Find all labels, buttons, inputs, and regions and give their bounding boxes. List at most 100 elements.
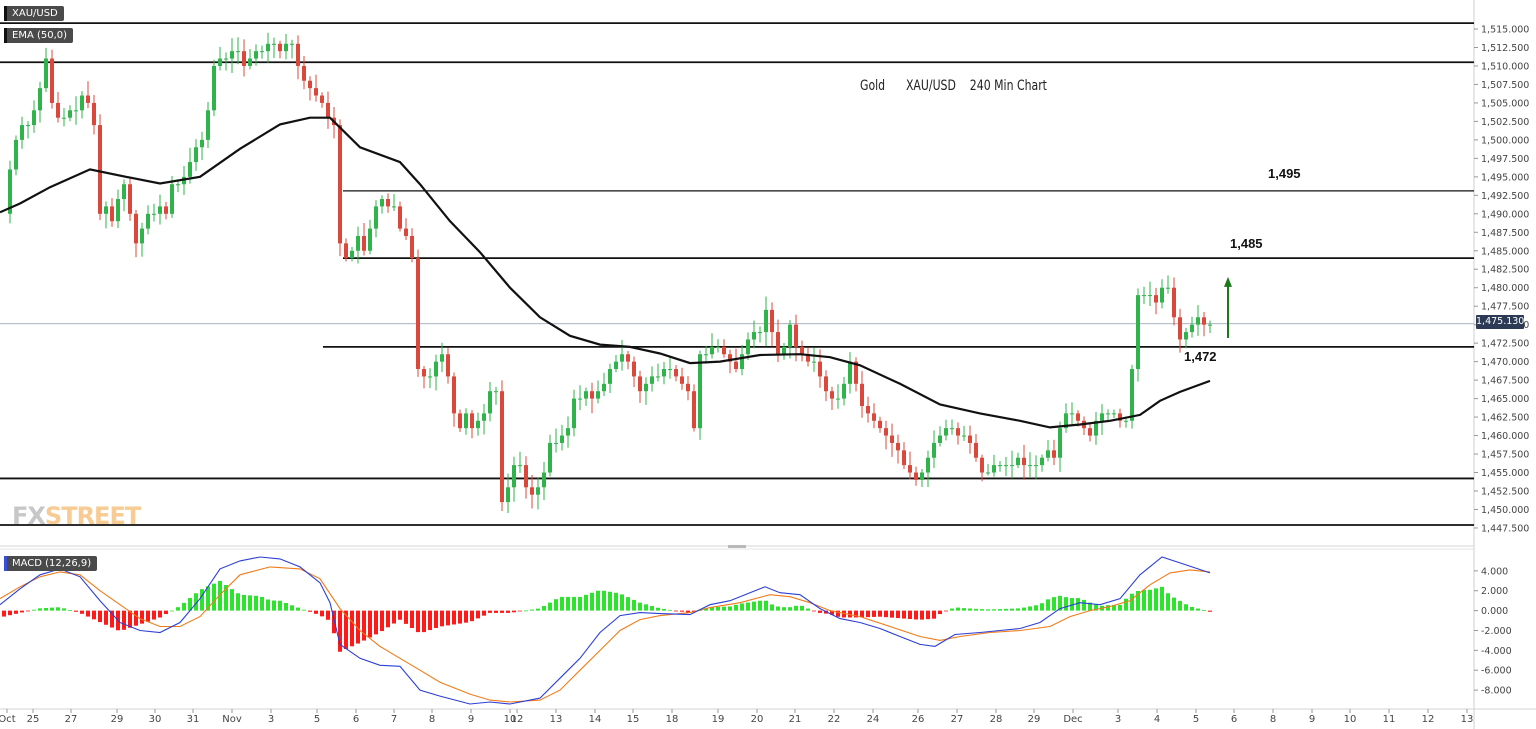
macd-histogram-bar bbox=[662, 608, 666, 611]
macd-histogram-bar bbox=[1004, 608, 1008, 611]
candle-body bbox=[620, 354, 624, 362]
candle-body bbox=[74, 110, 78, 112]
macd-histogram-bar bbox=[80, 610, 84, 614]
macd-histogram-bar bbox=[176, 607, 180, 611]
macd-histogram-bar bbox=[980, 609, 984, 611]
ema-indicator-tag[interactable]: EMA (50,0) bbox=[4, 28, 74, 43]
macd-histogram-bar bbox=[902, 610, 906, 619]
macd-histogram-bar bbox=[92, 610, 96, 620]
candle-body bbox=[176, 184, 180, 186]
candle-body bbox=[92, 102, 96, 126]
candle-body bbox=[248, 58, 252, 66]
candle-body bbox=[770, 309, 774, 333]
macd-histogram-bar bbox=[1184, 604, 1188, 611]
macd-histogram-bar bbox=[338, 610, 342, 652]
candle-body bbox=[884, 428, 888, 436]
date-tick-label: 25 bbox=[27, 714, 40, 725]
candle-body bbox=[542, 472, 546, 488]
macd-histogram-bar bbox=[446, 610, 450, 626]
macd-histogram-bar bbox=[776, 606, 780, 611]
candle-body bbox=[68, 110, 72, 118]
candle-body bbox=[236, 51, 240, 53]
level-label-1495: 1,495 bbox=[1268, 166, 1301, 181]
candle-body bbox=[680, 376, 684, 384]
candle-body bbox=[1046, 450, 1050, 458]
candle-body bbox=[170, 184, 174, 214]
candle-body bbox=[416, 258, 420, 370]
candle-body bbox=[200, 139, 204, 148]
macd-histogram-bar bbox=[170, 610, 174, 612]
date-tick-label: Nov bbox=[222, 714, 242, 725]
candle-body bbox=[482, 413, 486, 421]
panel-resize-handle bbox=[728, 545, 746, 548]
date-tick-label: 12 bbox=[511, 714, 524, 725]
date-tick-label: 30 bbox=[149, 714, 162, 725]
macd-histogram-bar bbox=[1088, 602, 1092, 611]
price-tick-label: 1,492.500 bbox=[1481, 191, 1529, 202]
macd-histogram-bar bbox=[614, 592, 618, 611]
price-tick-label: 1,495.000 bbox=[1481, 172, 1529, 183]
macd-histogram-bar bbox=[500, 610, 504, 613]
candle-body bbox=[1100, 413, 1104, 421]
macd-histogram-bar bbox=[254, 595, 258, 611]
candle-body bbox=[368, 228, 372, 251]
candle-body bbox=[314, 88, 318, 96]
price-tick-label: 1,467.500 bbox=[1481, 376, 1529, 387]
macd-histogram-bar bbox=[2, 610, 6, 617]
candle-body bbox=[128, 184, 132, 214]
macd-histogram-bar bbox=[260, 596, 264, 611]
macd-histogram-bar bbox=[1196, 608, 1200, 611]
macd-histogram-bar bbox=[842, 610, 846, 618]
macd-histogram-bar bbox=[482, 610, 486, 616]
date-tick-label: 12 bbox=[1422, 714, 1435, 725]
date-tick-label: 27 bbox=[951, 714, 964, 725]
macd-histogram-bar bbox=[608, 591, 612, 611]
date-tick-label: 3 bbox=[268, 714, 274, 725]
candle-body bbox=[536, 487, 540, 495]
macd-indicator-tag[interactable]: MACD (12,26,9) bbox=[4, 556, 98, 571]
date-tick-label: 24 bbox=[867, 714, 880, 725]
candle-body bbox=[206, 110, 210, 140]
macd-histogram-bar bbox=[206, 586, 210, 611]
date-tick-label: 14 bbox=[589, 714, 602, 725]
macd-histogram-bar bbox=[1046, 599, 1050, 611]
candle-body bbox=[218, 58, 222, 66]
candle-body bbox=[794, 324, 798, 347]
candle-body bbox=[548, 442, 552, 473]
macd-histogram-bar bbox=[530, 609, 534, 611]
candle-body bbox=[638, 376, 642, 392]
macd-histogram-bar bbox=[44, 607, 48, 611]
macd-histogram-bar bbox=[104, 610, 108, 625]
macd-histogram-bar bbox=[1028, 606, 1032, 611]
price-tick-label: 1,515.000 bbox=[1481, 25, 1529, 36]
title-gold: Gold bbox=[860, 78, 886, 94]
candle-body bbox=[956, 428, 960, 436]
macd-histogram-bar bbox=[854, 610, 858, 618]
macd-histogram-bar bbox=[332, 610, 336, 634]
macd-histogram-bar bbox=[20, 610, 24, 613]
candle-body bbox=[572, 398, 576, 429]
candle-body bbox=[164, 206, 168, 214]
candle-body bbox=[518, 465, 522, 467]
candle-body bbox=[302, 65, 306, 81]
symbol-tag[interactable]: XAU/USD bbox=[4, 6, 64, 21]
candle-body bbox=[272, 43, 276, 45]
price-tick-label: 1,477.500 bbox=[1481, 302, 1529, 313]
macd-histogram-bar bbox=[8, 610, 12, 616]
date-tick-label: 10 bbox=[504, 714, 517, 725]
candle-body bbox=[860, 383, 864, 406]
candle-body bbox=[1184, 332, 1188, 340]
candle-body bbox=[512, 465, 516, 488]
price-tick-label: 1,462.500 bbox=[1481, 413, 1529, 424]
candle-body bbox=[782, 346, 786, 355]
macd-histogram-bar bbox=[716, 606, 720, 611]
date-tick-label: 7 bbox=[391, 714, 397, 725]
price-tick-label: 1,455.000 bbox=[1481, 468, 1529, 479]
price-tick-label: 1,500.000 bbox=[1481, 135, 1529, 146]
macd-histogram-bar bbox=[1202, 610, 1206, 611]
macd-histogram-bar bbox=[464, 610, 468, 623]
date-tick-label: 9 bbox=[468, 714, 474, 725]
candle-body bbox=[62, 117, 66, 119]
title-timeframe: 240 Min Chart bbox=[969, 78, 1047, 94]
